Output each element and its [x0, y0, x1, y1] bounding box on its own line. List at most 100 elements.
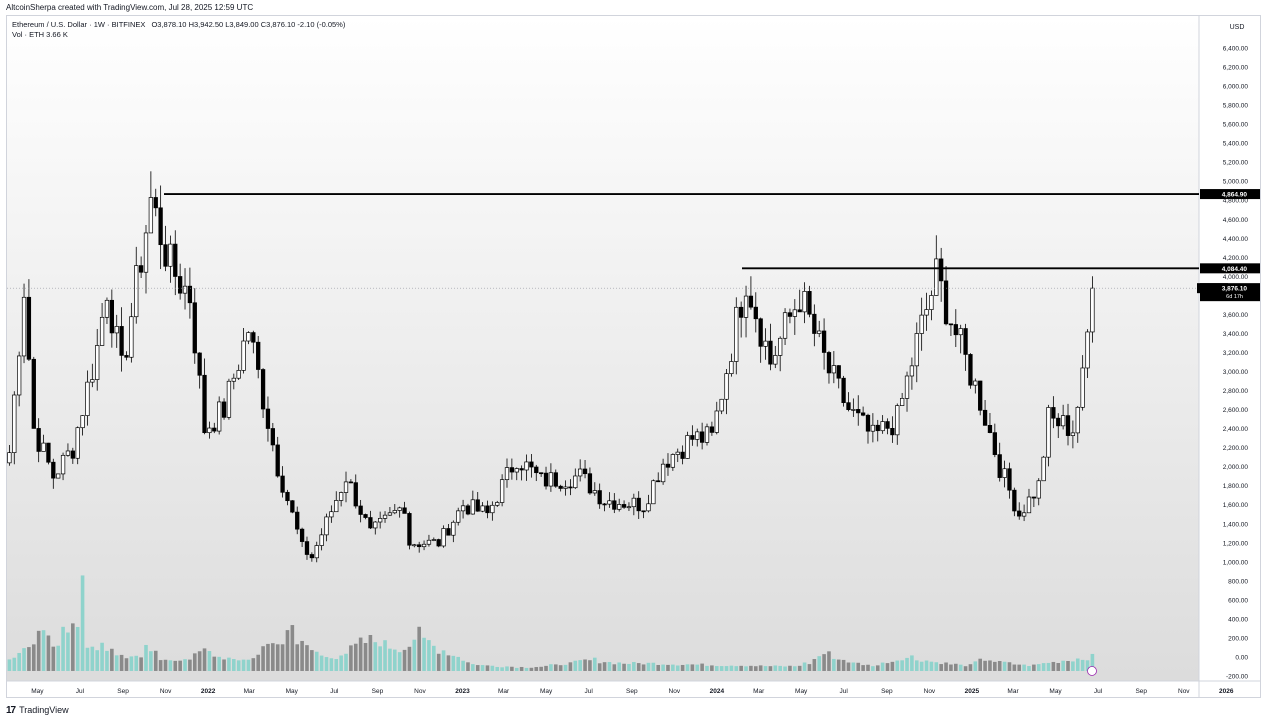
candle: [904, 371, 910, 412]
candle-body: [480, 505, 485, 512]
candle: [899, 392, 905, 406]
candle-body: [475, 499, 480, 512]
candle-body: [256, 341, 261, 370]
price-chart[interactable]: USD 6,400.00 6,200.00 6,000.00 5,800.00 5,600…: [7, 16, 1261, 698]
candle: [636, 491, 641, 519]
price-tick-label: 2,800.00: [1223, 388, 1249, 395]
candle: [1036, 478, 1041, 506]
price-tick-label: 3,400.00: [1223, 331, 1249, 338]
candle: [363, 513, 368, 520]
volume-bar: [119, 654, 124, 671]
candle-body: [7, 452, 12, 464]
candle: [421, 540, 427, 551]
time-tick-label: Nov: [924, 688, 936, 695]
candle-body: [387, 512, 393, 516]
candle: [782, 308, 788, 345]
volume-bar: [353, 643, 358, 671]
volume-bar: [471, 664, 475, 671]
candle-body: [690, 435, 695, 440]
volume-bar: [1022, 664, 1026, 671]
volume-bar: [480, 665, 485, 671]
volume-bar: [553, 664, 558, 671]
volume-bar: [612, 664, 617, 671]
candle: [704, 423, 710, 446]
candle-body: [729, 361, 734, 375]
candle: [978, 380, 983, 416]
candle-body: [578, 468, 583, 477]
volume-bar: [85, 647, 90, 671]
candle: [724, 369, 729, 415]
volume-bar: [114, 655, 119, 671]
volume-bar: [988, 660, 992, 671]
candle: [821, 318, 827, 370]
ohlc-values: O3,878.10 H3,942.50 L3,849.00 C3,876.10 …: [151, 20, 346, 29]
candle-body: [431, 539, 436, 541]
candle: [1046, 404, 1051, 467]
candle: [948, 323, 954, 337]
volume-bar: [217, 656, 221, 671]
candle-body: [641, 510, 646, 513]
candle-body: [363, 514, 368, 518]
candle-body: [617, 504, 622, 510]
candle: [60, 452, 66, 481]
candle-body: [1075, 406, 1080, 434]
candle-body: [143, 232, 149, 273]
candle: [617, 498, 622, 512]
candle-body: [646, 503, 651, 512]
candle-body: [187, 285, 193, 304]
candle: [753, 292, 758, 333]
volume-bar: [836, 659, 841, 671]
volume-bar: [593, 657, 597, 671]
candle: [324, 513, 329, 542]
candle: [1017, 502, 1022, 520]
candle-body: [846, 402, 851, 410]
volume-bar: [256, 654, 260, 671]
volume-bar: [451, 655, 456, 671]
candle: [534, 464, 539, 482]
candle-body: [875, 424, 880, 432]
tradingview-footer: 17 TradingView: [6, 704, 69, 716]
volume-bar: [588, 660, 592, 671]
candle-body: [1060, 415, 1066, 427]
volume-bar: [993, 661, 997, 671]
candle-body: [373, 521, 378, 529]
candle-body: [1070, 432, 1076, 436]
volume-bar: [280, 644, 285, 671]
candle-body: [60, 454, 66, 475]
candle: [338, 491, 344, 507]
volume-bar: [500, 667, 504, 671]
time-tick-label: Mar: [1007, 688, 1019, 695]
price-tick-label: 5,400.00: [1223, 141, 1249, 148]
volume-bar: [36, 630, 41, 671]
candle: [865, 413, 871, 444]
volume-bar: [729, 665, 734, 671]
time-tick-label: Sep: [117, 688, 129, 695]
volume-bar: [817, 656, 822, 671]
candle: [831, 351, 836, 384]
candle-body: [465, 505, 471, 515]
volume-bar: [295, 644, 300, 671]
volume-bar: [1061, 660, 1065, 671]
candle-body: [109, 299, 114, 334]
chart-panel[interactable]: Ethereum / U.S. Dollar · 1W · BITFINEX O…: [6, 15, 1261, 698]
candle: [660, 458, 666, 485]
candle: [626, 502, 632, 512]
volume-bar: [192, 653, 197, 671]
candle: [714, 401, 719, 435]
volume-bar: [310, 650, 314, 671]
candle-body: [197, 352, 202, 376]
volume-bar: [1027, 666, 1031, 671]
candle: [407, 511, 412, 550]
candle: [260, 368, 266, 418]
candle-body: [514, 468, 519, 473]
candle: [129, 302, 134, 363]
time-tick-label: Sep: [626, 688, 638, 695]
candle: [402, 501, 407, 514]
candle-body: [46, 442, 51, 463]
candle-body: [265, 408, 271, 429]
volume-bar: [1085, 660, 1090, 671]
volume-bar: [329, 658, 334, 671]
candle-body: [65, 450, 71, 456]
volume-bar: [739, 665, 743, 671]
candle: [739, 301, 744, 338]
